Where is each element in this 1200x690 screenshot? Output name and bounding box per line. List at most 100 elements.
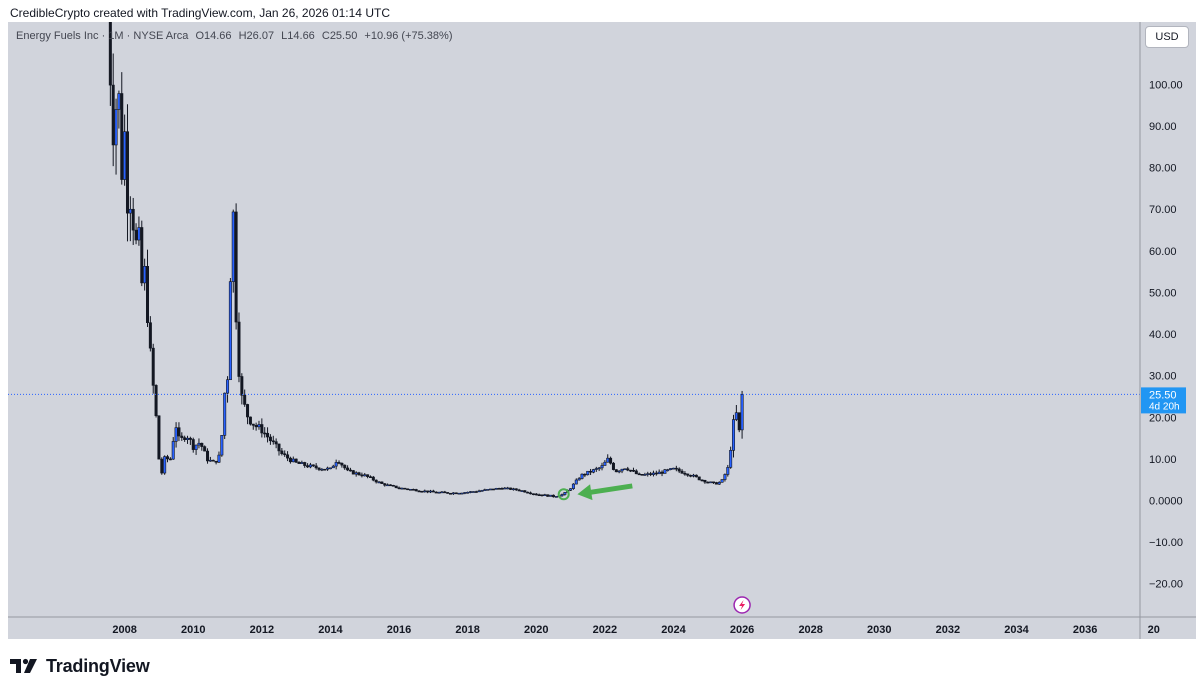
candle-body [400,487,404,490]
candle-body [617,470,621,473]
candle-body [397,487,401,490]
candle-body [374,479,378,483]
candle-body [586,470,590,476]
flash-icon-bolt [739,600,746,610]
last-price-label-bg [1141,387,1186,414]
candle-body [657,471,661,475]
candle-body [529,492,533,495]
candle-body [449,492,453,495]
candle-body [506,487,510,490]
candle-body [394,485,398,489]
candle-body [663,469,667,474]
candle-body [303,462,307,466]
candle-body [134,229,138,241]
ohlc-change: +10.96 (+75.38%) [364,30,453,42]
candle-body [406,488,410,491]
x-tick-label: 2034 [1004,624,1029,636]
candle-body [549,494,553,497]
candle-body [223,392,227,436]
candle-body [417,490,421,493]
candle-body [726,467,730,475]
candle-body [660,471,664,474]
candle-body [597,467,601,470]
candle-body [729,450,733,468]
candle-body [580,473,584,479]
candle-body [188,437,192,440]
candle-body [140,227,144,284]
candle-body [471,491,475,493]
candle-body [277,443,281,452]
candle-body [526,491,530,494]
candle-body [383,483,387,486]
candle-body [520,490,524,492]
candle-body [454,492,458,495]
candle-body [186,437,190,440]
candle-body [606,457,610,463]
candle-body [437,491,441,494]
candle-body [386,484,390,487]
candle-body [474,491,478,493]
candle-body [414,489,418,492]
candle-body [311,464,315,467]
candle-body [125,131,129,214]
candle-body [317,467,321,470]
candle-body [717,481,721,485]
candle-body [391,484,395,487]
x-tick-label: 2014 [318,624,343,636]
y-tick-label: −10.00 [1149,537,1183,549]
candle-body [671,467,675,470]
candle-body [326,467,330,470]
candle-body [117,93,121,110]
candle-body [426,490,430,493]
candle-body [291,458,295,463]
y-tick-label: 30.00 [1149,371,1177,383]
candle-body [137,227,141,241]
candle-body [217,454,221,463]
tradingview-brand[interactable]: TradingView [10,654,150,678]
currency-button[interactable]: USD [1145,26,1189,48]
candle-body [240,376,244,396]
candle-body [469,491,473,493]
candle-body [108,22,112,86]
candle-body [460,492,464,495]
candle-body [411,488,415,491]
candle-body [234,211,238,323]
candle-body [723,474,727,480]
candle-body [231,211,235,282]
candle-body [160,458,164,474]
candle-body [271,440,275,443]
candle-body [720,479,724,483]
candle-body [591,469,595,473]
candle-body [434,491,438,494]
y-tick-label: 40.00 [1149,329,1177,341]
candle-body [197,442,201,446]
candle-body [683,472,687,475]
candle-body [143,266,147,284]
candle-body [640,474,644,476]
candle-body [226,379,230,394]
candle-body [677,468,681,472]
x-tick-label: 2026 [730,624,754,636]
candle-body [286,454,290,459]
candle-body [428,490,432,493]
candle-body [697,476,701,481]
candle-body [314,465,318,469]
candle-body [514,488,518,491]
candle-body [623,468,627,471]
candle-body [257,424,261,428]
candle-body [403,487,407,490]
candle-body [168,458,172,461]
candle-body [511,488,515,491]
symbol-header[interactable]: Energy Fuels Inc · 1M · NYSE Arca O14.66… [16,30,457,42]
candle-body [626,468,630,471]
candle-body [163,456,167,474]
candle-body [463,492,467,494]
candle-body [709,481,713,484]
candle-body [589,470,593,473]
candle-body [220,435,224,456]
candle-body [703,479,707,483]
candle-body [408,488,412,491]
candle-body [214,460,218,463]
candle-body [446,492,450,494]
